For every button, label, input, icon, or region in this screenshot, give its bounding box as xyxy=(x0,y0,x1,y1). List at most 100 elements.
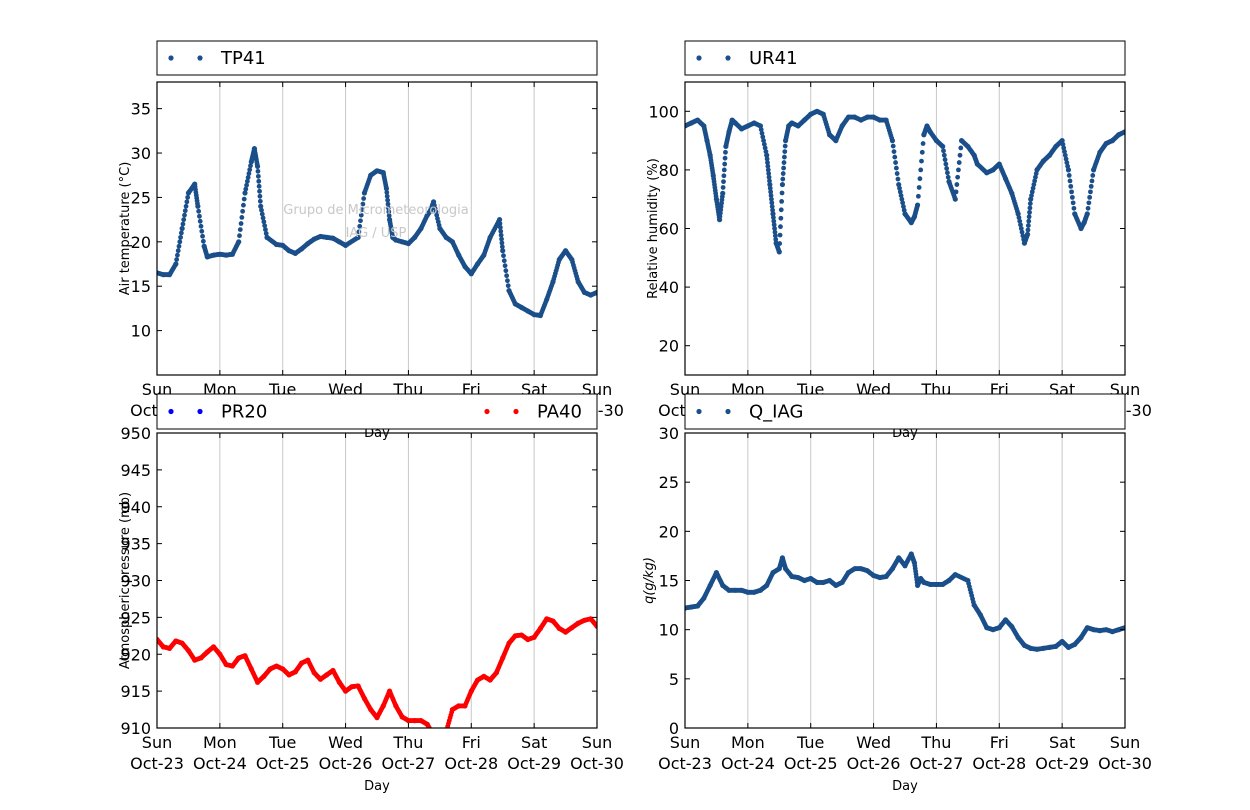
data-point-tp41 xyxy=(243,186,249,192)
data-point-pa40 xyxy=(432,734,437,739)
x-tick-label-date: Oct-24 xyxy=(193,754,247,773)
data-point-ur41 xyxy=(765,167,771,173)
data-point-tp41 xyxy=(255,168,261,174)
legend-marker xyxy=(725,408,731,415)
chart-panel-2: 20406080100SunOct-23MonOct-24TueOct-25We… xyxy=(646,81,1152,441)
data-point-tp41 xyxy=(385,205,391,211)
data-point-ur41 xyxy=(772,229,778,235)
data-point-pa40 xyxy=(438,739,443,744)
data-point-ur41 xyxy=(894,171,900,176)
data-point-ur41 xyxy=(769,200,775,206)
y-tick-label: 925 xyxy=(120,608,151,627)
data-point-tp41 xyxy=(242,190,248,196)
data-point-tp41 xyxy=(385,201,391,207)
data-point-tp41 xyxy=(241,202,246,208)
x-tick-label-date: Oct-30 xyxy=(570,754,624,773)
data-point-ur41 xyxy=(782,143,788,149)
data-point-ur41 xyxy=(1026,214,1032,220)
data-point-pa40 xyxy=(431,733,436,738)
data-point-ur41 xyxy=(900,200,906,206)
x-tick-label-day: Mon xyxy=(203,733,237,752)
data-point-ur41 xyxy=(956,167,961,173)
x-tick-label-date: Oct-26 xyxy=(319,754,373,773)
data-point-tp41 xyxy=(499,240,505,246)
data-point-ur41 xyxy=(1068,183,1074,189)
data-point-ur41 xyxy=(896,181,902,188)
data-point-ur41 xyxy=(779,199,785,204)
data-point-tp41 xyxy=(384,193,390,199)
data-point-ur41 xyxy=(893,165,899,171)
data-point-tp41 xyxy=(173,261,179,267)
y-axis-label: q(g/kg) xyxy=(642,557,657,604)
data-point-ur41 xyxy=(764,152,770,158)
data-point-ur41 xyxy=(769,204,775,209)
data-point-tp41 xyxy=(505,278,510,284)
data-point-tp41 xyxy=(356,229,362,235)
legend-box xyxy=(684,393,1126,430)
data-point-ur41 xyxy=(1027,201,1033,206)
data-point-pa40 xyxy=(443,731,448,736)
x-tick-label-day: Thu xyxy=(392,733,423,752)
data-point-ur41 xyxy=(1033,174,1038,180)
data-point-tp41 xyxy=(256,178,262,184)
data-point-ur41 xyxy=(720,190,726,196)
legend-marker xyxy=(197,408,203,415)
data-point-ur41 xyxy=(1062,149,1067,154)
data-point-tp41 xyxy=(239,215,245,220)
data-point-ur41 xyxy=(1025,223,1031,228)
data-point-pa40 xyxy=(441,733,446,738)
data-point-ur41 xyxy=(779,190,785,196)
legend-label: PA40 xyxy=(537,402,582,423)
y-tick-label: 40 xyxy=(659,278,679,297)
data-point-tp41 xyxy=(501,258,507,264)
data-point-tp41 xyxy=(361,196,367,201)
data-point-ur41 xyxy=(1027,209,1032,215)
x-tick-label-date: Oct-29 xyxy=(1035,754,1089,773)
data-point-ur41 xyxy=(892,154,898,160)
data-point-ur41 xyxy=(1087,194,1093,200)
data-point-tp41 xyxy=(244,182,249,188)
y-tick-label: 60 xyxy=(659,220,679,239)
data-point-ur41 xyxy=(1025,227,1031,233)
data-point-tp41 xyxy=(261,219,267,225)
data-point-tp41 xyxy=(385,197,391,203)
data-point-ur41 xyxy=(940,143,946,150)
data-point-pa40 xyxy=(429,729,434,734)
data-point-ur41 xyxy=(916,185,922,190)
x-tick-label-date: Oct-23 xyxy=(658,754,712,773)
data-point-pa40 xyxy=(594,623,597,629)
y-tick-label: 930 xyxy=(120,572,151,591)
data-point-ur41 xyxy=(944,166,950,171)
chart-panel-3: 910 915 920 925 930 935 940 945 950 Sun Oct-23 Mon O… xyxy=(118,424,624,794)
data-point-pa40 xyxy=(434,736,439,741)
data-point-ur41 xyxy=(1029,189,1035,195)
data-point-ur41 xyxy=(1030,185,1036,191)
data-point-ur41 xyxy=(958,145,964,151)
y-axis-label: Air temperature (°C) xyxy=(118,162,133,296)
data-point-pa40 xyxy=(437,739,442,744)
data-point-tp41 xyxy=(241,196,247,202)
data-point-ur41 xyxy=(1027,205,1033,211)
data-point-tp41 xyxy=(257,198,263,204)
data-point-ur41 xyxy=(1017,218,1023,224)
legend-marker xyxy=(484,408,490,415)
legend-marker xyxy=(696,55,702,61)
data-point-ur41 xyxy=(919,149,925,155)
data-point-tp41 xyxy=(263,231,269,236)
x-tick-label-day: Sat xyxy=(1049,733,1075,752)
y-tick-label: 30 xyxy=(659,424,679,443)
legend-1: TP41 xyxy=(156,40,598,76)
data-point-tp41 xyxy=(262,223,268,229)
x-tick-label-date: Oct-25 xyxy=(784,754,838,773)
x-tick-label-day: Wed xyxy=(856,733,891,752)
data-point-ur41 xyxy=(1067,178,1073,184)
data-point-ur41 xyxy=(723,149,728,155)
data-point-tp41 xyxy=(182,208,188,214)
data-point-ur41 xyxy=(945,174,951,180)
x-tick-label-day: Sun xyxy=(582,733,612,752)
data-point-ur41 xyxy=(722,155,728,161)
data-point-ur41 xyxy=(767,185,773,191)
data-point-ur41 xyxy=(778,215,784,221)
data-point-ur41 xyxy=(1031,182,1037,187)
data-point-ur41 xyxy=(768,193,774,198)
